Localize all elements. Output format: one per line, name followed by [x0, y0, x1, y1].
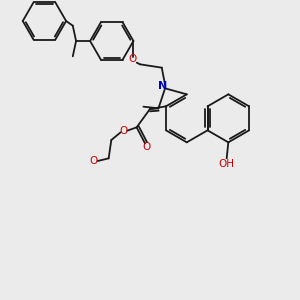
Text: OH: OH	[219, 159, 235, 169]
Text: O: O	[129, 54, 137, 64]
Text: O: O	[119, 126, 128, 136]
Text: O: O	[89, 156, 98, 166]
Text: O: O	[143, 142, 151, 152]
Text: N: N	[158, 81, 167, 91]
